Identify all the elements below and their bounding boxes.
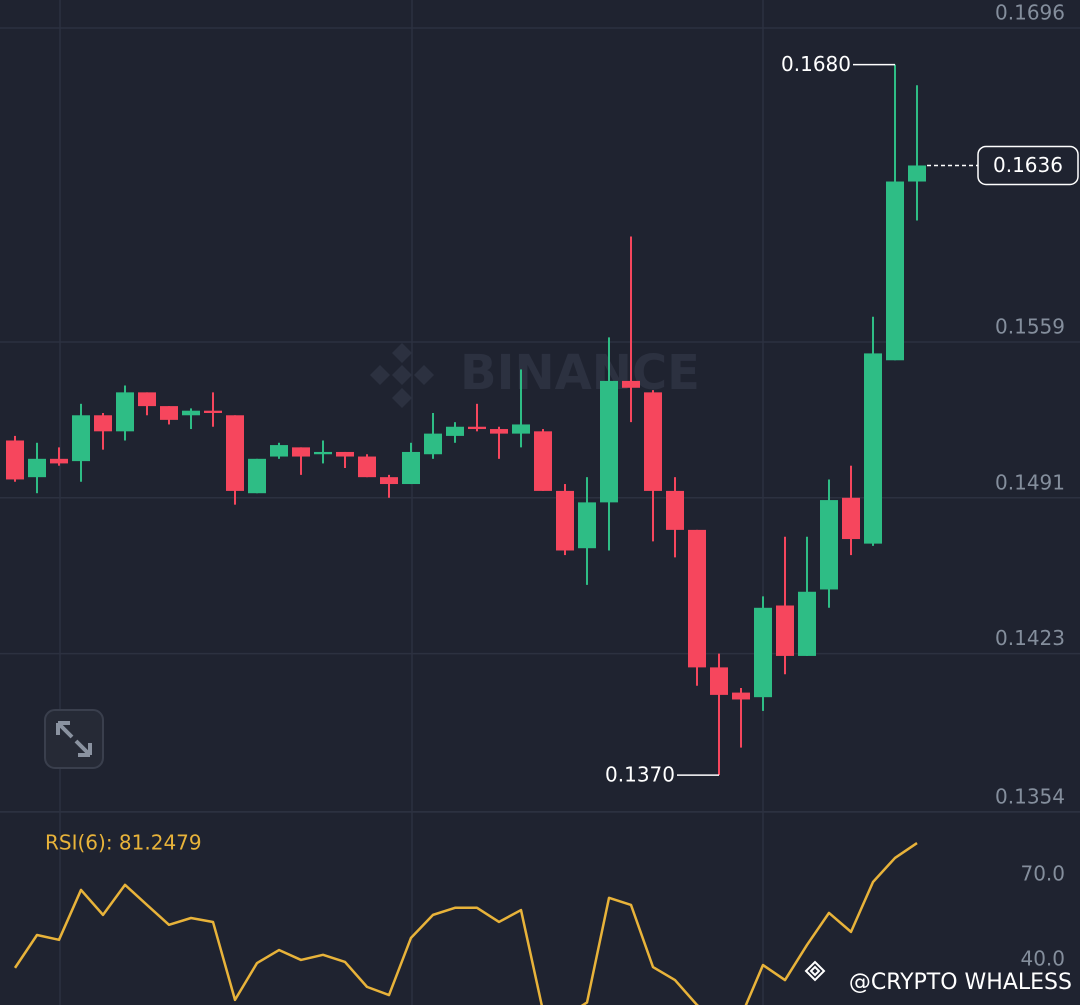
candle-body bbox=[28, 458, 46, 478]
candle-body bbox=[578, 502, 596, 549]
candle-body bbox=[820, 500, 838, 590]
y-tick-label: 0.1491 bbox=[995, 470, 1065, 494]
candle-body bbox=[314, 451, 332, 455]
candle-body bbox=[886, 181, 904, 361]
candle-body bbox=[292, 447, 310, 457]
candle-body bbox=[732, 692, 750, 700]
candle-body bbox=[138, 392, 156, 407]
candle-body bbox=[556, 490, 574, 551]
y-tick-label: 70.0 bbox=[1020, 861, 1065, 885]
rsi-title: RSI(6): 81.2479 bbox=[45, 831, 202, 855]
rsi-line bbox=[13, 842, 918, 1005]
candle-body bbox=[490, 429, 508, 434]
credit-icon bbox=[804, 960, 826, 982]
candle-body bbox=[160, 406, 178, 420]
annotation-label: 0.1680 bbox=[781, 52, 851, 76]
candle-body bbox=[776, 605, 794, 656]
annotation-label: 0.1370 bbox=[605, 763, 675, 787]
last-price-box bbox=[977, 145, 1079, 186]
last-price-label: 0.1636 bbox=[993, 153, 1063, 177]
candle-body bbox=[248, 458, 266, 494]
candle-body bbox=[798, 591, 816, 656]
vertical-grid bbox=[59, 0, 764, 1005]
expand-button[interactable] bbox=[44, 709, 104, 769]
candle-body bbox=[380, 477, 398, 485]
candle-body bbox=[534, 431, 552, 491]
candle-body bbox=[72, 415, 90, 462]
candle-body bbox=[864, 353, 882, 544]
watermark: BINANCE bbox=[460, 345, 700, 401]
candle-body bbox=[468, 426, 486, 430]
y-tick-label: 0.1354 bbox=[995, 784, 1065, 808]
candle-body bbox=[622, 380, 640, 388]
logo-shape bbox=[370, 343, 434, 408]
candle-body bbox=[688, 529, 706, 668]
candle-body bbox=[600, 380, 618, 503]
candle-body bbox=[754, 607, 772, 698]
candle-body bbox=[424, 433, 442, 455]
credit: @CRYPTO WHALESS bbox=[849, 970, 1072, 995]
candle-body bbox=[358, 456, 376, 478]
y-tick-label: 0.1696 bbox=[995, 0, 1065, 24]
candle-body bbox=[446, 426, 464, 436]
candle-body bbox=[336, 451, 354, 457]
candle-body bbox=[402, 451, 420, 485]
candle-body bbox=[842, 497, 860, 540]
candle-body bbox=[116, 392, 134, 432]
candle-body bbox=[6, 440, 24, 480]
expand-button-bg[interactable] bbox=[44, 709, 104, 769]
candle-body bbox=[710, 667, 728, 695]
expand-icon[interactable] bbox=[56, 721, 92, 757]
candle-body bbox=[50, 458, 68, 464]
candle-body bbox=[908, 165, 926, 182]
candle-body bbox=[204, 410, 222, 413]
candle-body bbox=[182, 410, 200, 416]
candle-body bbox=[512, 424, 530, 434]
candle-body bbox=[270, 445, 288, 457]
candle-body bbox=[226, 415, 244, 491]
candle-body bbox=[666, 490, 684, 530]
y-tick-label: 40.0 bbox=[1020, 946, 1065, 970]
watermark-logo bbox=[370, 343, 434, 408]
candle-body bbox=[94, 415, 112, 432]
y-tick-label: 0.1423 bbox=[995, 626, 1065, 650]
candle-body bbox=[644, 392, 662, 491]
y-tick-label: 0.1559 bbox=[995, 314, 1065, 338]
